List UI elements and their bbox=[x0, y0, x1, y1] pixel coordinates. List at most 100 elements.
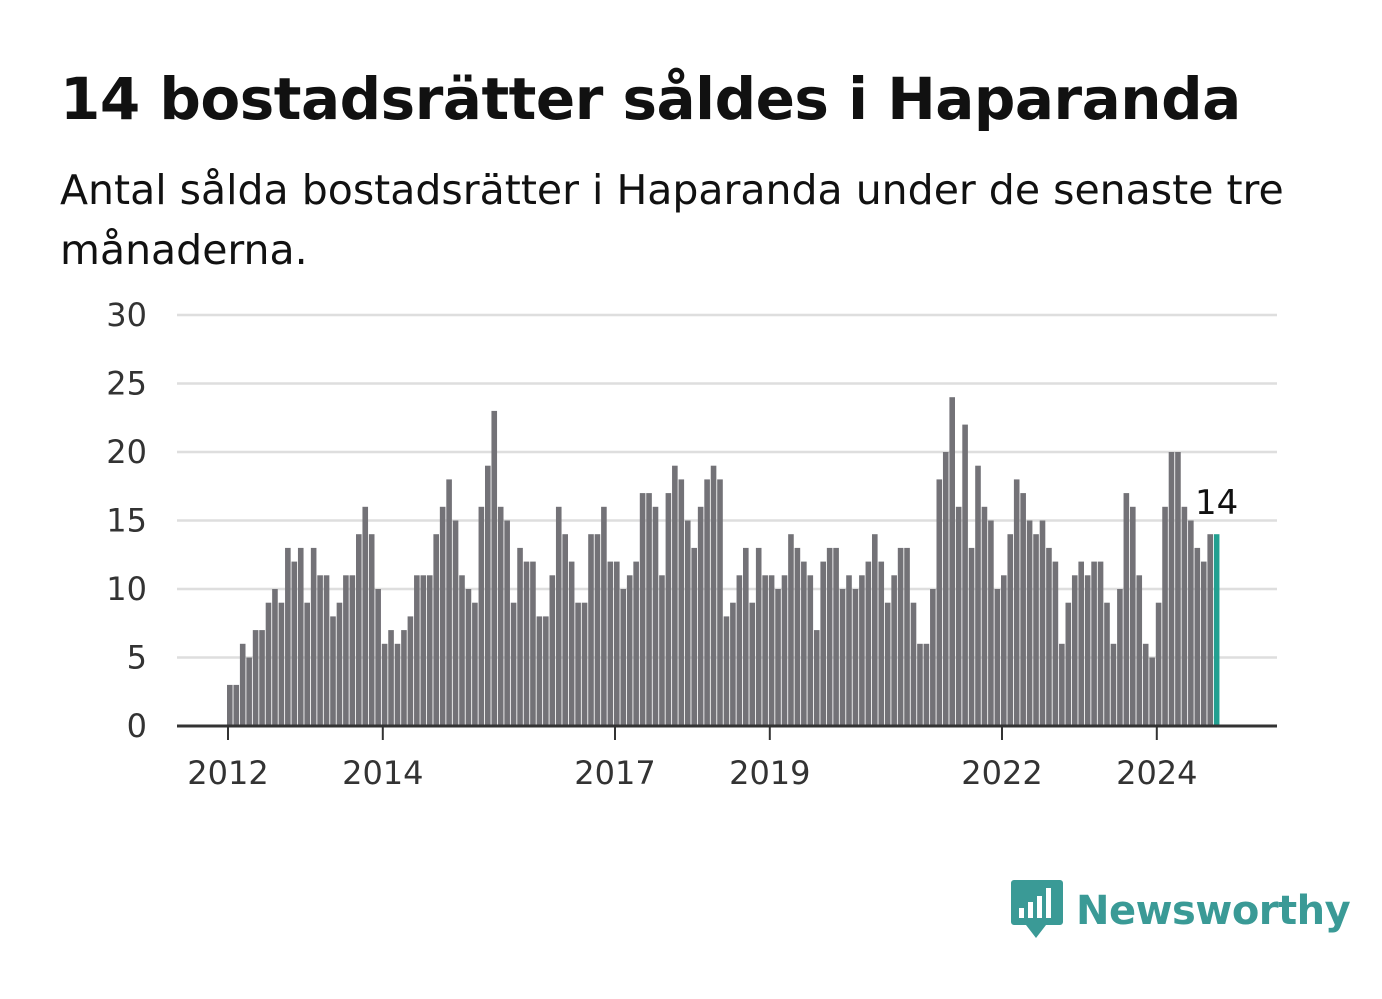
bar bbox=[1175, 452, 1181, 726]
page-title: 14 bostadsrätter såldes i Haparanda bbox=[60, 65, 1241, 133]
bar bbox=[930, 589, 936, 726]
bar bbox=[710, 465, 717, 726]
bar bbox=[414, 575, 420, 726]
brand-logo[interactable]: Newsworthy bbox=[1010, 878, 1351, 944]
bar bbox=[968, 547, 975, 726]
bar bbox=[878, 561, 885, 726]
bar bbox=[743, 547, 749, 726]
bar bbox=[962, 424, 968, 726]
bar bbox=[349, 575, 356, 726]
bar bbox=[620, 589, 627, 726]
bar bbox=[865, 561, 872, 726]
bar bbox=[639, 493, 646, 726]
y-tick-label: 10 bbox=[106, 570, 147, 608]
bar bbox=[981, 506, 988, 726]
bar bbox=[1117, 589, 1123, 726]
bar bbox=[949, 397, 955, 726]
brand-name: Newsworthy bbox=[1076, 888, 1351, 934]
bar bbox=[343, 575, 349, 726]
bar bbox=[272, 589, 278, 726]
x-tick-label: 2019 bbox=[729, 754, 810, 792]
bar bbox=[1020, 493, 1026, 726]
bar bbox=[633, 561, 639, 726]
bar bbox=[936, 479, 943, 726]
bar bbox=[891, 575, 897, 726]
bar bbox=[388, 630, 394, 726]
bar bbox=[1168, 452, 1175, 726]
bar bbox=[626, 575, 633, 726]
bar bbox=[1104, 602, 1110, 726]
bar bbox=[336, 602, 343, 726]
y-tick-label: 15 bbox=[106, 502, 147, 540]
bar bbox=[1200, 561, 1207, 726]
x-tick-label: 2012 bbox=[187, 754, 268, 792]
bar bbox=[697, 506, 704, 726]
bar bbox=[768, 575, 775, 726]
bar bbox=[781, 575, 788, 726]
bar bbox=[452, 520, 459, 726]
bar bbox=[923, 643, 930, 726]
bar bbox=[749, 602, 756, 726]
bar bbox=[227, 684, 233, 726]
bar bbox=[1149, 657, 1155, 726]
axis-layer: 0 5 10 15 20 25 30 2012 2014 2017 2019 2022 2024 bbox=[106, 296, 1277, 792]
bar bbox=[491, 410, 498, 726]
bar bbox=[975, 465, 981, 726]
bar bbox=[368, 534, 375, 726]
bar bbox=[239, 643, 246, 726]
bar bbox=[988, 520, 994, 726]
bar bbox=[659, 575, 665, 726]
bar bbox=[510, 602, 517, 726]
bar bbox=[614, 561, 620, 726]
last-value-label: 14 bbox=[1195, 483, 1238, 523]
bar bbox=[504, 520, 510, 726]
bar bbox=[672, 465, 678, 726]
bar bbox=[794, 547, 801, 726]
bar bbox=[1001, 575, 1007, 726]
bar bbox=[1155, 602, 1162, 726]
bar bbox=[917, 643, 923, 726]
bar bbox=[1162, 506, 1168, 726]
bar bbox=[356, 534, 362, 726]
bar bbox=[826, 547, 833, 726]
bar bbox=[601, 506, 607, 726]
bar-highlight bbox=[1213, 534, 1220, 726]
bar bbox=[1181, 506, 1188, 726]
bar bbox=[646, 493, 652, 726]
bar bbox=[1091, 561, 1097, 726]
bar bbox=[762, 575, 768, 726]
bar bbox=[568, 561, 575, 726]
x-tick-label: 2014 bbox=[342, 754, 423, 792]
bar bbox=[775, 589, 781, 726]
bar bbox=[465, 589, 472, 726]
bar bbox=[478, 506, 485, 726]
bar bbox=[1046, 547, 1052, 726]
bar bbox=[910, 602, 917, 726]
bar bbox=[252, 630, 259, 726]
bar bbox=[717, 479, 723, 726]
bar bbox=[730, 602, 736, 726]
bar bbox=[291, 561, 298, 726]
page-subtitle: Antal sålda bostadsrätter i Haparanda un… bbox=[60, 166, 1284, 274]
bar bbox=[1078, 561, 1084, 726]
bar bbox=[594, 534, 601, 726]
bar bbox=[1033, 534, 1039, 726]
bar bbox=[1207, 534, 1213, 726]
bar bbox=[607, 561, 614, 726]
bar bbox=[543, 616, 549, 726]
bar bbox=[1123, 493, 1130, 726]
bar bbox=[381, 643, 388, 726]
bar bbox=[872, 534, 878, 726]
bar bbox=[523, 561, 530, 726]
bar bbox=[588, 534, 594, 726]
bar bbox=[1142, 643, 1149, 726]
bar bbox=[678, 479, 685, 726]
bar bbox=[310, 547, 317, 726]
bar bbox=[575, 602, 581, 726]
bar bbox=[859, 575, 865, 726]
bar bbox=[897, 547, 904, 726]
y-tick-label: 5 bbox=[127, 639, 147, 677]
bar bbox=[1065, 602, 1072, 726]
bar bbox=[497, 506, 504, 726]
